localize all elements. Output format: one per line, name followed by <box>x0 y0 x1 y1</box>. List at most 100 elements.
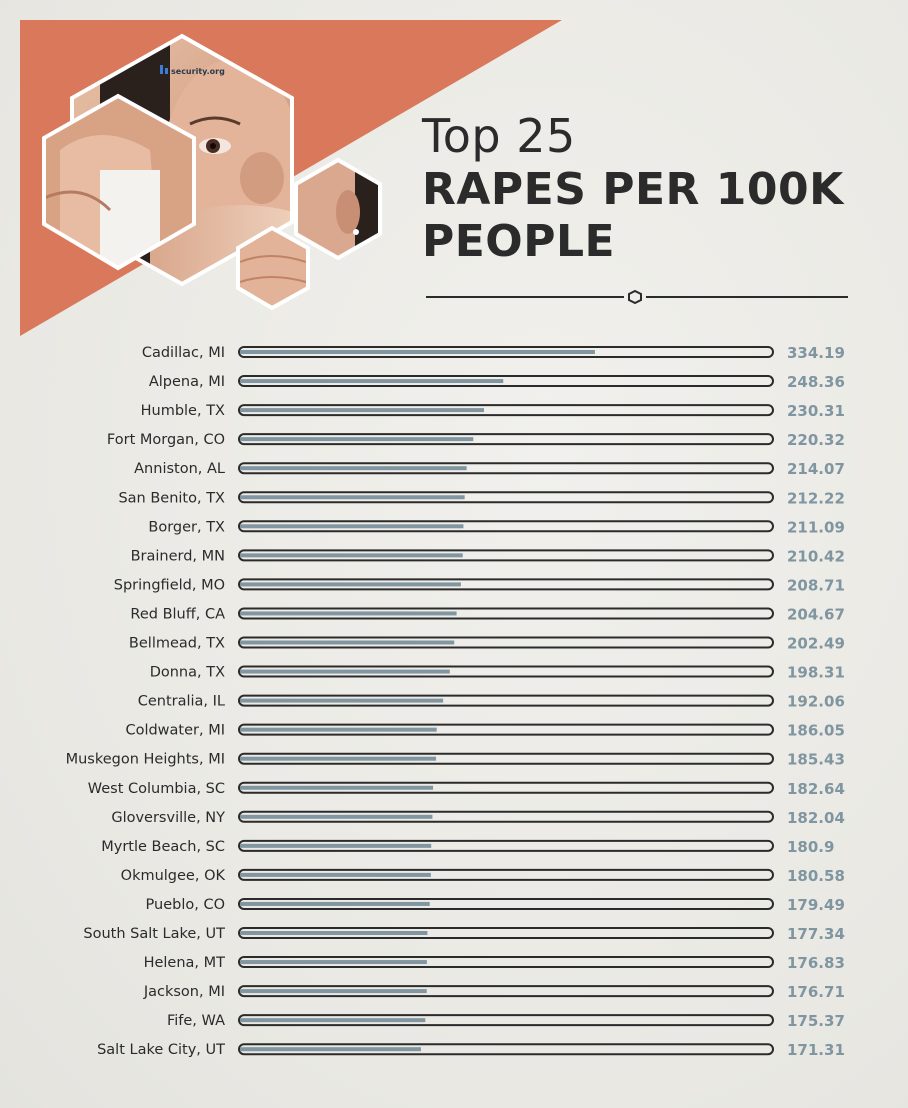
value-label: 180.9 <box>787 838 834 856</box>
bar-track <box>238 897 774 910</box>
value-label: 208.71 <box>787 576 845 594</box>
bar-row: Myrtle Beach, SC 180.9 <box>101 838 834 856</box>
bar <box>240 1047 421 1052</box>
category-label: Fort Morgan, CO <box>107 432 225 448</box>
bar-row: Borger, TX 211.09 <box>148 518 845 536</box>
category-label: Jackson, MI <box>143 984 225 1000</box>
value-label: 198.31 <box>787 664 845 682</box>
bar-track <box>238 549 774 562</box>
category-label: South Salt Lake, UT <box>83 926 225 942</box>
title-divider <box>426 289 848 305</box>
value-label: 248.36 <box>787 373 845 391</box>
bar-row: Centralia, IL 192.06 <box>138 693 845 711</box>
category-label: Muskegon Heights, MI <box>66 752 225 768</box>
value-label: 176.83 <box>787 954 845 972</box>
bar-track <box>238 375 774 388</box>
bar-row: Pueblo, CO 179.49 <box>146 896 845 914</box>
bar-row: Jackson, MI 176.71 <box>143 983 845 1001</box>
category-label: San Benito, TX <box>118 490 225 506</box>
category-label: Myrtle Beach, SC <box>101 839 225 855</box>
bar <box>240 524 464 529</box>
bar <box>240 814 433 819</box>
bar <box>240 582 461 587</box>
bar <box>240 1018 426 1023</box>
hero-graphic: security.org <box>20 20 562 336</box>
bar <box>240 611 457 616</box>
bar <box>240 931 428 935</box>
value-label: 182.64 <box>787 780 845 798</box>
bar-track <box>238 810 774 823</box>
bar <box>240 843 432 848</box>
category-label: Borger, TX <box>148 519 225 535</box>
bar-row: Salt Lake City, UT 171.31 <box>97 1041 845 1059</box>
bar-track <box>238 956 774 969</box>
value-label: 185.43 <box>787 751 845 769</box>
bar <box>240 872 431 877</box>
bar-track <box>238 839 774 852</box>
category-label: Salt Lake City, UT <box>97 1042 225 1058</box>
bar <box>240 669 450 674</box>
title-line-1: Top 25 <box>422 109 576 163</box>
value-label: 334.19 <box>787 344 845 362</box>
bar-track <box>238 752 774 765</box>
category-label: Centralia, IL <box>138 694 225 710</box>
category-label: Red Bluff, CA <box>130 606 225 622</box>
bar-row: Springfield, MO 208.71 <box>114 576 845 594</box>
category-label: Bellmead, TX <box>129 636 225 652</box>
bar-row: Humble, TX 230.31 <box>141 402 845 420</box>
bar-row: Okmulgee, OK 180.58 <box>121 867 845 885</box>
bar-track <box>238 694 774 707</box>
value-label: 202.49 <box>787 635 845 653</box>
bar-track <box>238 433 774 446</box>
category-label: Humble, TX <box>141 403 225 419</box>
value-label: 230.31 <box>787 402 845 420</box>
bar <box>240 466 467 471</box>
hexagon-icon <box>628 289 642 305</box>
value-label: 182.04 <box>787 809 845 827</box>
bar-row: Cadillac, MI 334.19 <box>142 344 845 362</box>
bar-track <box>238 462 774 475</box>
bar-track <box>238 607 774 620</box>
value-label: 186.05 <box>787 722 845 740</box>
bar-row: Bellmead, TX 202.49 <box>129 635 845 653</box>
bar <box>240 350 595 354</box>
value-label: 176.71 <box>787 983 845 1001</box>
bar <box>240 785 434 790</box>
category-label: Okmulgee, OK <box>121 868 226 884</box>
bar <box>240 553 463 558</box>
bar-track <box>238 491 774 504</box>
title-line-3: PEOPLE <box>422 216 616 267</box>
bar <box>240 437 474 442</box>
value-label: 177.34 <box>787 925 845 943</box>
bar-track <box>238 578 774 591</box>
category-label: Springfield, MO <box>114 577 225 593</box>
category-label: Gloversville, NY <box>111 810 225 826</box>
bar-row: Brainerd, MN 210.42 <box>131 547 845 565</box>
bar-row: Coldwater, MI 186.05 <box>125 722 844 740</box>
category-label: Pueblo, CO <box>146 897 225 913</box>
bar-track <box>238 520 774 533</box>
bar <box>240 901 430 906</box>
bar-row: Alpena, MI 248.36 <box>149 373 845 391</box>
category-label: Fife, WA <box>167 1013 225 1029</box>
bar-track <box>238 1014 774 1027</box>
bar <box>240 640 455 645</box>
bar-track <box>238 346 774 358</box>
bar-track <box>238 665 774 678</box>
bar-row: Muskegon Heights, MI 185.43 <box>66 751 845 769</box>
bar <box>240 756 437 761</box>
value-label: 214.07 <box>787 460 845 478</box>
bar-row: Fife, WA 175.37 <box>167 1012 845 1030</box>
bar-row: Anniston, AL 214.07 <box>134 460 845 478</box>
bar <box>240 960 427 965</box>
bar-track <box>238 636 774 649</box>
title-line-2: RAPES PER 100K <box>422 164 844 215</box>
bar <box>240 727 437 732</box>
value-label: 175.37 <box>787 1012 845 1030</box>
bar-track <box>238 781 774 794</box>
category-label: Brainerd, MN <box>131 548 225 564</box>
bar-row: Red Bluff, CA 204.67 <box>130 605 844 623</box>
category-label: Donna, TX <box>150 665 225 681</box>
